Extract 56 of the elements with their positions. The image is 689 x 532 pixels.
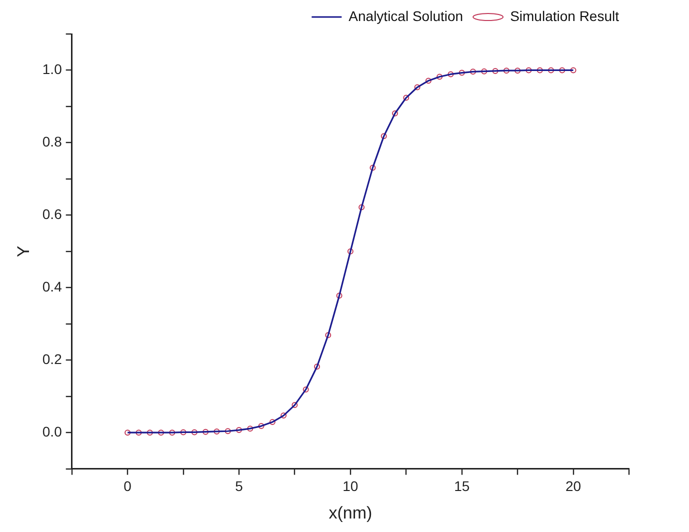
point [136,430,142,436]
point [414,84,420,90]
x-tick-label: 15 [454,478,470,494]
point [347,248,354,254]
y-tick-label: 0.2 [42,350,62,367]
point [224,428,231,434]
point [548,67,554,74]
point [258,423,264,430]
point [503,68,510,74]
point [169,430,176,436]
point [370,164,376,171]
point [191,429,198,436]
legend-label: Simulation Result [510,8,620,24]
point [559,67,566,74]
point [124,430,131,436]
point [236,427,242,434]
point [146,430,153,436]
y-tick-label: 0.0 [42,423,62,440]
point [158,430,164,436]
point [180,429,186,436]
point [325,332,332,338]
point [247,426,254,432]
point [403,94,410,101]
y-tick-label: 1.0 [42,61,62,78]
legend-label: Analytical Solution [348,8,464,24]
point [302,386,309,392]
y-tick-label: 0.6 [42,206,62,222]
point [202,428,209,435]
point [448,71,454,78]
point [358,204,365,210]
point [436,74,443,80]
point [514,68,521,74]
point [214,428,220,434]
y-axis-title: Y [14,246,33,258]
x-tick-label: 5 [235,478,244,494]
point [481,68,488,74]
point [470,68,476,75]
point [392,110,398,116]
y-tick-label: 0.4 [42,278,62,294]
point [526,67,532,74]
point [269,419,276,426]
point [536,67,543,74]
point [292,402,298,408]
point [380,133,387,140]
point [280,412,287,419]
point [314,364,320,370]
y-tick-label: 0.8 [42,134,62,150]
x-tick-label: 0 [124,478,132,494]
point [425,78,432,84]
x-tick-label: 20 [565,478,582,494]
point [458,70,465,76]
x-axis-title: x(nm) [328,503,372,522]
point [492,68,498,74]
point [336,292,342,299]
x-tick-label: 10 [342,478,358,494]
point [570,67,576,74]
